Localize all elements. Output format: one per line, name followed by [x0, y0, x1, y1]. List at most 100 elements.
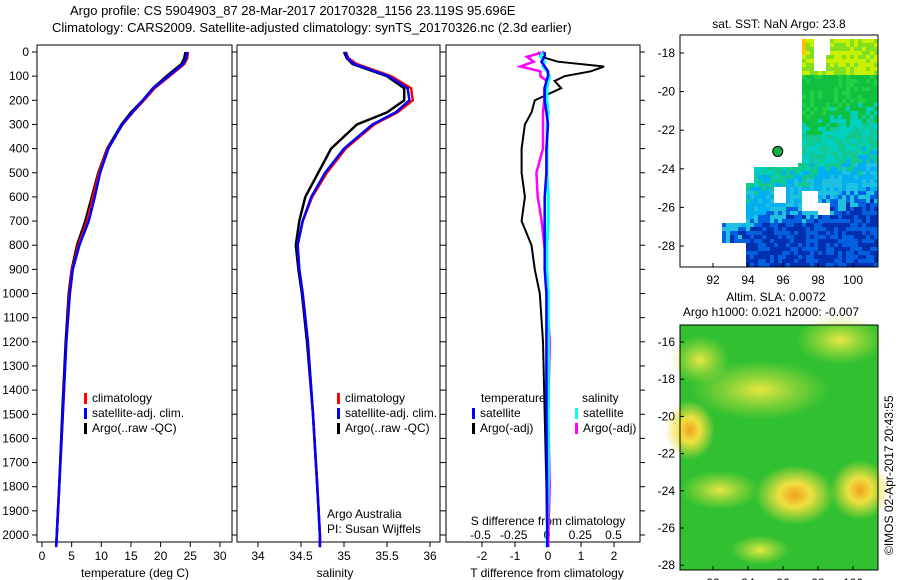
- sst-cell: [818, 223, 822, 227]
- sst-cell: [874, 163, 878, 167]
- sst-cell: [814, 171, 818, 175]
- sst-cell: [806, 143, 810, 147]
- sla-anomaly: [730, 535, 790, 565]
- sst-cell: [742, 235, 746, 239]
- sst-cell: [834, 171, 838, 175]
- sst-cell: [834, 67, 838, 71]
- sst-cell: [754, 167, 758, 171]
- sst-cell: [874, 151, 878, 155]
- sst-cell: [838, 259, 842, 263]
- sst-map-lon-label: 98: [811, 273, 825, 287]
- sst-cell: [870, 151, 874, 155]
- sst-cell: [722, 223, 726, 227]
- sst-cell: [854, 227, 858, 231]
- sst-cell: [846, 251, 850, 255]
- sst-cell: [874, 39, 878, 43]
- sst-cell: [846, 183, 850, 187]
- sst-cell: [870, 155, 874, 159]
- sst-cell: [750, 259, 754, 263]
- sst-cell: [790, 187, 794, 191]
- sst-cell: [770, 219, 774, 223]
- sst-cell: [842, 71, 846, 75]
- sst-cell: [846, 227, 850, 231]
- sst-cell: [862, 63, 866, 67]
- sst-cell: [818, 143, 822, 147]
- sst-map-title: sat. SST: NaN Argo: 23.8: [712, 17, 846, 31]
- sst-map-lon-label: 96: [776, 273, 790, 287]
- sst-cell: [862, 207, 866, 211]
- sst-cell: [790, 207, 794, 211]
- sst-cell: [842, 67, 846, 71]
- sst-cell: [850, 67, 854, 71]
- sst-cell: [874, 263, 878, 267]
- sst-cell: [838, 183, 842, 187]
- depth-tick-label: 600: [9, 190, 29, 204]
- salinity-axis-tick-label: 35: [337, 549, 351, 563]
- sst-cell: [806, 151, 810, 155]
- sst-cell: [838, 91, 842, 95]
- sst-cell: [866, 83, 870, 87]
- t-satellite-diff-line: [539, 52, 550, 548]
- sst-map-lat-label: -28: [658, 239, 676, 253]
- sst-cell: [806, 183, 810, 187]
- sst-cell: [842, 95, 846, 99]
- sst-cell: [846, 211, 850, 215]
- sst-cell: [854, 171, 858, 175]
- sst-cell: [838, 251, 842, 255]
- sst-cell: [770, 223, 774, 227]
- sst-cell: [830, 175, 834, 179]
- sst-cell: [842, 163, 846, 167]
- sst-cell: [798, 187, 802, 191]
- sst-cell: [802, 67, 806, 71]
- sst-cell: [806, 259, 810, 263]
- sst-cell: [858, 167, 862, 171]
- sst-cell: [806, 59, 810, 63]
- sst-cell: [854, 223, 858, 227]
- sst-cell: [854, 195, 858, 199]
- sst-cell: [790, 231, 794, 235]
- sst-cell: [854, 211, 858, 215]
- sst-cell: [822, 195, 826, 199]
- sst-cell: [794, 167, 798, 171]
- sst-cell: [826, 171, 830, 175]
- sst-cell: [850, 87, 854, 91]
- sst-cell: [810, 227, 814, 231]
- sst-cell: [870, 63, 874, 67]
- sst-cell: [790, 167, 794, 171]
- sst-cell: [858, 87, 862, 91]
- s-difference-tick-label: 0.5: [605, 528, 622, 542]
- sst-cell: [746, 211, 750, 215]
- sst-cell: [822, 119, 826, 123]
- sst-cell: [814, 255, 818, 259]
- sst-cell: [738, 227, 742, 231]
- sst-cell: [858, 195, 862, 199]
- sst-cell: [858, 227, 862, 231]
- sst-cell: [870, 243, 874, 247]
- sst-cell: [846, 99, 850, 103]
- sst-cell: [766, 223, 770, 227]
- sst-cell: [762, 239, 766, 243]
- sst-cell: [838, 247, 842, 251]
- sst-cell: [850, 47, 854, 51]
- sst-cell: [834, 95, 838, 99]
- sst-cell: [830, 195, 834, 199]
- sst-cell: [834, 195, 838, 199]
- sst-cell: [798, 219, 802, 223]
- sst-cell: [846, 79, 850, 83]
- sst-cell: [814, 127, 818, 131]
- sst-cell: [874, 143, 878, 147]
- sst-cell: [846, 55, 850, 59]
- salinity-legend-swatch: [337, 408, 340, 419]
- sst-cell: [838, 255, 842, 259]
- sst-cell: [842, 239, 846, 243]
- sst-cell: [866, 119, 870, 123]
- sst-cell: [834, 135, 838, 139]
- sst-cell: [838, 195, 842, 199]
- sst-cell: [826, 143, 830, 147]
- sst-cell: [750, 207, 754, 211]
- sst-cell: [746, 191, 750, 195]
- sst-cell: [830, 223, 834, 227]
- sst-cell: [834, 251, 838, 255]
- sst-cell: [802, 219, 806, 223]
- sst-cell: [850, 39, 854, 43]
